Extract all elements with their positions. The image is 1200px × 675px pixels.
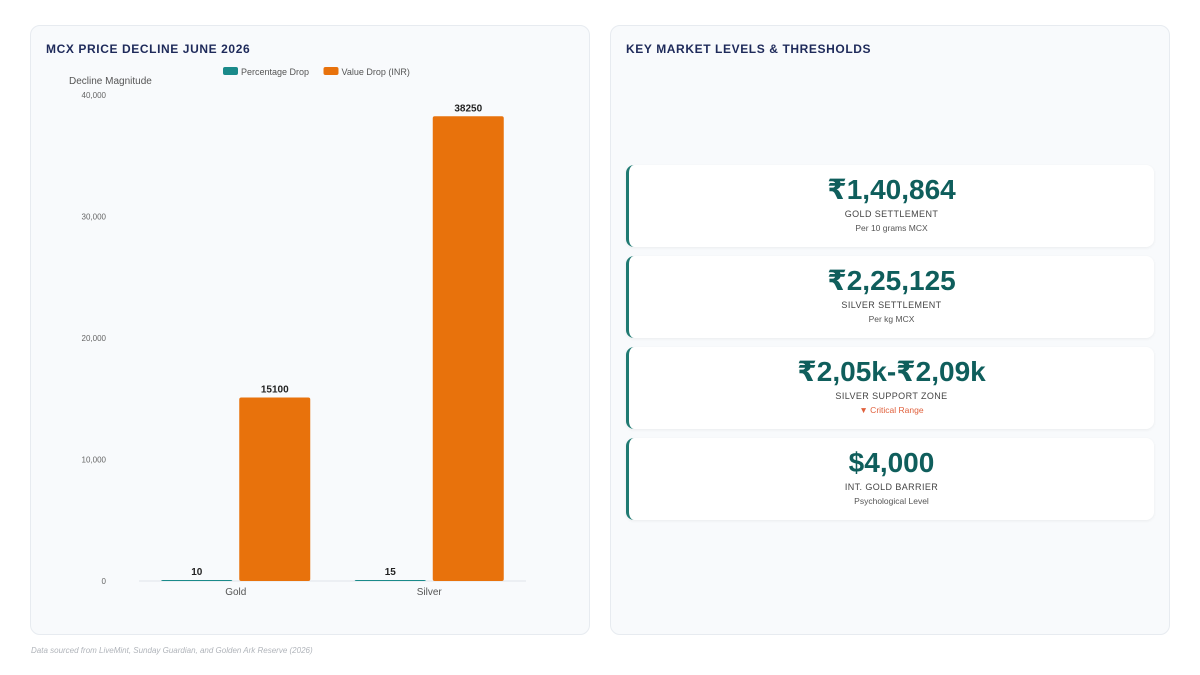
bar-value-drop-inr--gold [239, 397, 311, 581]
metric-subtext: Per kg MCX [868, 314, 915, 324]
y-tick-label: 10,000 [82, 456, 107, 465]
chart-panel: MCX PRICE DECLINE JUNE 2026 Decline Magn… [30, 25, 590, 635]
metric-card-gold-barrier: $4,000 INT. GOLD BARRIER Psychological L… [626, 438, 1154, 520]
metric-card-gold-settlement: ₹1,40,864 GOLD SETTLEMENT Per 10 grams M… [626, 165, 1154, 247]
metric-value: $4,000 [848, 447, 935, 478]
metric-value: ₹2,05k-₹2,09k [797, 356, 986, 387]
legend-swatch [223, 67, 238, 75]
x-tick-label: Gold [225, 587, 246, 598]
metric-value: ₹2,25,125 [827, 265, 956, 296]
bar-percentage-drop-gold [161, 580, 233, 581]
legend-label: Percentage Drop [241, 67, 309, 77]
y-axis-title: Decline Magnitude [69, 76, 152, 87]
y-tick-label: 30,000 [82, 213, 107, 222]
levels-title: KEY MARKET LEVELS & THRESHOLDS [626, 42, 872, 56]
metric-value: ₹1,40,864 [827, 174, 956, 205]
x-tick-label: Silver [417, 587, 443, 598]
data-label: 10 [191, 567, 203, 578]
data-label: 15100 [261, 385, 289, 396]
metric-label: GOLD SETTLEMENT [844, 209, 939, 219]
data-label: 15 [385, 567, 397, 578]
bar-percentage-drop-silver [354, 580, 426, 581]
source-note: Data sourced from LiveMint, Sunday Guard… [31, 646, 313, 655]
y-tick-label: 0 [102, 577, 107, 586]
bar-chart: Decline Magnitude 0 10,000 20,000 30,000 40,0… [69, 67, 526, 598]
metric-card-silver-support-zone: ₹2,05k-₹2,09k SILVER SUPPORT ZONE ▼ Crit… [626, 347, 1154, 429]
metric-label: SILVER SUPPORT ZONE [835, 391, 948, 401]
levels-panel: KEY MARKET LEVELS & THRESHOLDS ₹1,40,864… [610, 25, 1170, 635]
metric-subtext: Per 10 grams MCX [855, 223, 928, 233]
data-label: 38250 [454, 103, 482, 114]
metric-label: SILVER SETTLEMENT [841, 300, 942, 310]
metric-card-silver-settlement: ₹2,25,125 SILVER SETTLEMENT Per kg MCX [626, 256, 1154, 338]
metric-subtext: Psychological Level [854, 496, 929, 506]
metric-label: INT. GOLD BARRIER [844, 482, 939, 492]
metric-subtext-alert: ▼ Critical Range [859, 405, 924, 415]
legend-swatch [323, 67, 339, 75]
y-tick-label: 40,000 [82, 91, 107, 100]
chart-title: MCX PRICE DECLINE JUNE 2026 [46, 42, 251, 56]
legend-label: Value Drop (INR) [342, 67, 410, 77]
y-tick-label: 20,000 [82, 334, 107, 343]
bar-value-drop-inr--silver [432, 116, 504, 581]
